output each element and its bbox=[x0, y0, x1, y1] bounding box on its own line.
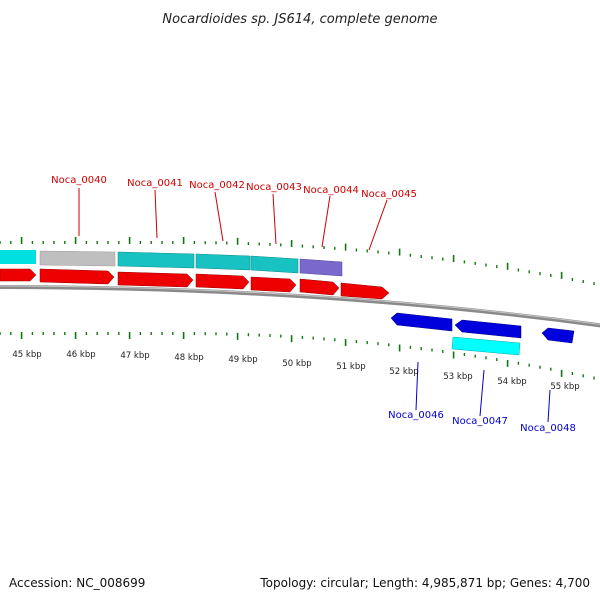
forward-feature-track bbox=[0, 250, 343, 277]
gene-arrow-reverse[interactable] bbox=[541, 327, 575, 344]
gene-arrow-forward[interactable] bbox=[0, 268, 37, 282]
scale-tick-label: 51 kbp bbox=[336, 362, 365, 372]
scale-tick-label: 52 kbp bbox=[389, 367, 418, 377]
gene-label-forward[interactable]: Noca_0043 bbox=[246, 182, 302, 193]
gene-label-reverse[interactable]: Noca_0048 bbox=[520, 423, 576, 434]
feature-box[interactable] bbox=[299, 258, 343, 277]
gene-arrow-forward[interactable] bbox=[250, 276, 297, 293]
gene-arrow-forward[interactable] bbox=[39, 268, 115, 285]
forward-gene-labels: Noca_0040 Noca_0041 Noca_0042 Noca_0043 … bbox=[51, 175, 417, 251]
scale-tick-label: 54 kbp bbox=[497, 377, 526, 387]
label-leader-line bbox=[272, 193, 277, 245]
feature-box[interactable] bbox=[0, 250, 36, 264]
gene-label-forward[interactable]: Noca_0044 bbox=[303, 185, 359, 196]
forward-gene-track bbox=[0, 268, 390, 300]
feature-box[interactable] bbox=[195, 253, 251, 271]
gene-arrow-reverse[interactable] bbox=[390, 312, 453, 332]
gene-label-forward[interactable]: Noca_0040 bbox=[51, 175, 107, 186]
genome-summary-text: Topology: circular; Length: 4,985,871 bp… bbox=[259, 576, 590, 590]
reverse-gene-track bbox=[390, 312, 575, 344]
scale-tick-label: 46 kbp bbox=[66, 350, 95, 360]
gene-arrow-forward[interactable] bbox=[117, 271, 194, 288]
gene-label-reverse[interactable]: Noca_0047 bbox=[452, 416, 508, 427]
label-leader-line bbox=[214, 191, 224, 242]
gene-arrow-forward[interactable] bbox=[340, 282, 390, 300]
label-leader-line bbox=[321, 195, 331, 248]
gene-arrow-forward[interactable] bbox=[299, 278, 340, 296]
label-leader-line bbox=[368, 199, 388, 251]
scale-tick-label: 49 kbp bbox=[228, 355, 257, 365]
scale-tick-label: 50 kbp bbox=[282, 359, 311, 369]
feature-box[interactable] bbox=[39, 250, 116, 267]
genome-backbone bbox=[0, 285, 600, 328]
scale-tick-label: 48 kbp bbox=[174, 353, 203, 363]
label-leader-line bbox=[415, 361, 419, 411]
label-leader-line bbox=[154, 189, 158, 239]
gene-arrow-forward[interactable] bbox=[195, 273, 250, 290]
feature-box[interactable] bbox=[451, 336, 521, 356]
genome-backbone-highlight bbox=[0, 285, 600, 325]
scale-tick-label: 55 kbp bbox=[550, 382, 579, 392]
gene-label-forward[interactable]: Noca_0041 bbox=[127, 178, 183, 189]
accession-text: Accession: NC_008699 bbox=[9, 576, 145, 590]
gene-label-forward[interactable]: Noca_0045 bbox=[361, 189, 417, 200]
scale-label-track: 45 kbp 46 kbp 47 kbp 48 kbp 49 kbp 50 kb… bbox=[12, 350, 579, 392]
reverse-gene-labels: Noca_0046 Noca_0047 Noca_0048 bbox=[388, 361, 576, 434]
scale-tick-label: 47 kbp bbox=[120, 351, 149, 361]
outer-tick-track bbox=[0, 237, 595, 286]
scale-tick-label: 53 kbp bbox=[443, 372, 472, 382]
gene-label-forward[interactable]: Noca_0042 bbox=[189, 180, 245, 191]
gene-arrow-reverse[interactable] bbox=[454, 319, 522, 339]
scale-tick-label: 45 kbp bbox=[12, 350, 41, 360]
feature-box[interactable] bbox=[117, 251, 195, 269]
feature-box[interactable] bbox=[250, 255, 299, 274]
inner-tick-track bbox=[0, 332, 595, 380]
map-title: Nocardioides sp. JS614, complete genome bbox=[162, 12, 437, 27]
label-leader-line bbox=[547, 389, 551, 423]
label-leader-line bbox=[479, 369, 485, 417]
gene-label-reverse[interactable]: Noca_0046 bbox=[388, 410, 444, 421]
reverse-feature-track bbox=[451, 336, 521, 356]
